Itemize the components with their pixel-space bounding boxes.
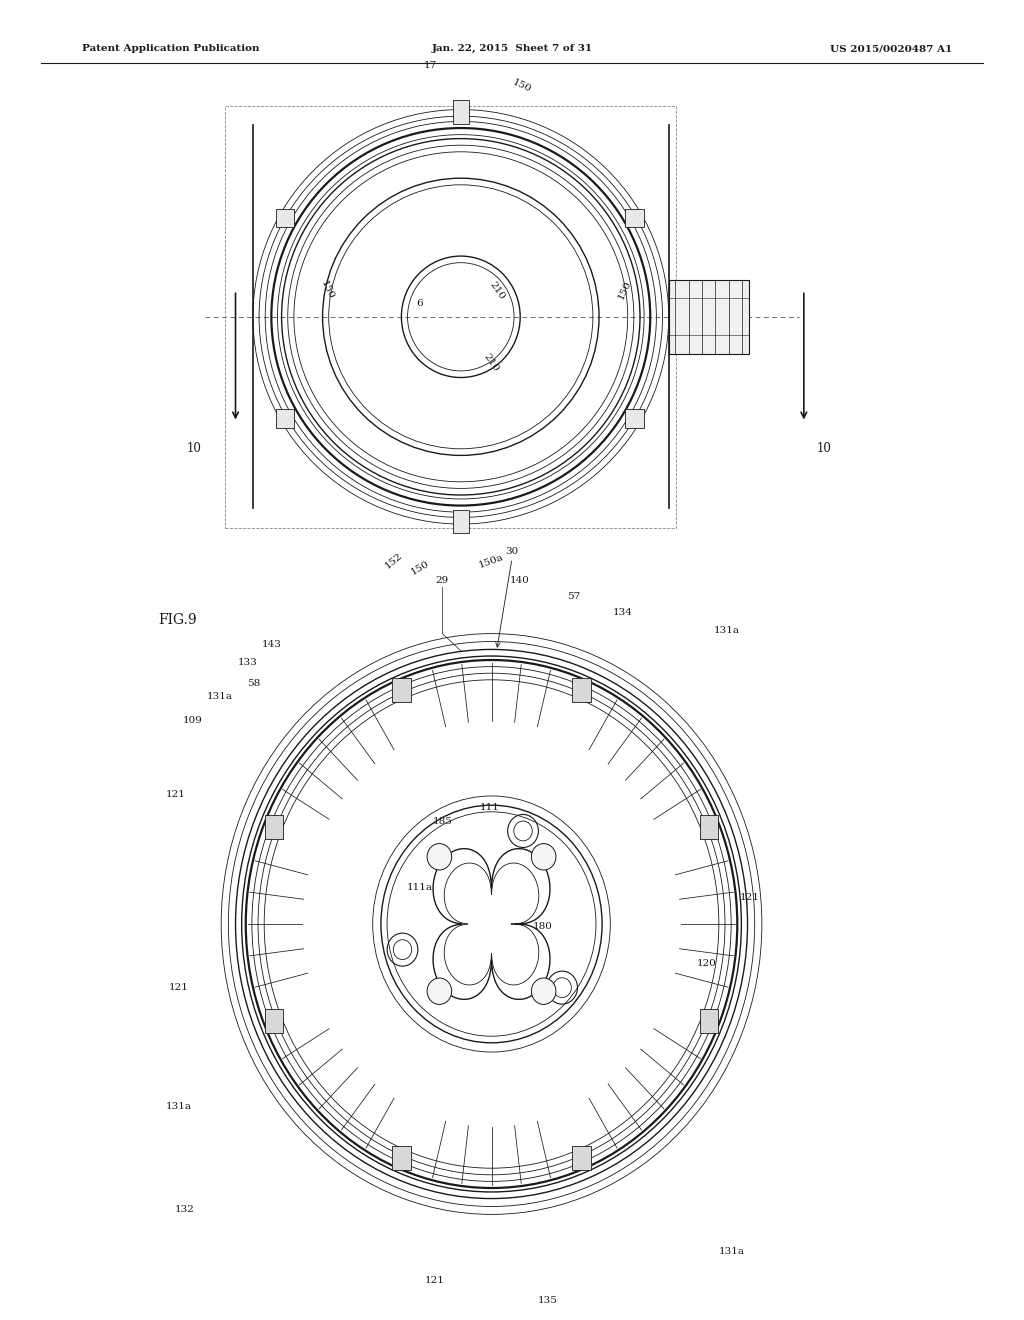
- Text: 135: 135: [538, 1296, 558, 1304]
- Text: 150: 150: [409, 558, 431, 577]
- FancyBboxPatch shape: [265, 816, 284, 840]
- Text: 134: 134: [612, 609, 633, 616]
- Text: 121: 121: [739, 894, 760, 902]
- Text: 140: 140: [510, 577, 530, 585]
- Ellipse shape: [531, 843, 556, 870]
- Text: 111a: 111a: [407, 883, 433, 891]
- Ellipse shape: [427, 978, 452, 1005]
- Text: 210: 210: [482, 352, 501, 374]
- Text: 121: 121: [425, 1276, 445, 1284]
- Text: 6: 6: [417, 300, 423, 308]
- FancyBboxPatch shape: [453, 510, 469, 533]
- Text: 150: 150: [511, 78, 534, 94]
- Text: 120: 120: [696, 960, 717, 968]
- FancyBboxPatch shape: [275, 409, 294, 428]
- Bar: [669, 280, 749, 354]
- Text: 131a: 131a: [207, 693, 233, 701]
- Text: 131a: 131a: [714, 627, 740, 635]
- FancyBboxPatch shape: [275, 209, 294, 227]
- Text: FIG.9: FIG.9: [159, 614, 198, 627]
- Ellipse shape: [427, 843, 452, 870]
- FancyBboxPatch shape: [392, 678, 411, 702]
- FancyBboxPatch shape: [699, 816, 718, 840]
- Text: 185: 185: [432, 817, 453, 825]
- Text: 143: 143: [261, 640, 282, 648]
- Text: 30: 30: [506, 548, 518, 556]
- Text: 58: 58: [248, 680, 260, 688]
- Text: 131a: 131a: [166, 1102, 193, 1110]
- Text: 150a: 150a: [478, 552, 505, 570]
- FancyBboxPatch shape: [699, 1008, 718, 1032]
- FancyBboxPatch shape: [626, 409, 644, 428]
- Text: 111: 111: [479, 804, 500, 812]
- FancyBboxPatch shape: [453, 100, 469, 124]
- Text: US 2015/0020487 A1: US 2015/0020487 A1: [830, 45, 952, 53]
- Text: Patent Application Publication: Patent Application Publication: [82, 45, 259, 53]
- FancyBboxPatch shape: [626, 209, 644, 227]
- FancyBboxPatch shape: [572, 678, 591, 702]
- Text: 150: 150: [319, 280, 336, 301]
- FancyBboxPatch shape: [392, 1146, 411, 1170]
- Text: 121: 121: [169, 983, 189, 991]
- FancyBboxPatch shape: [572, 1146, 591, 1170]
- Text: 210: 210: [487, 280, 506, 301]
- Text: 17: 17: [424, 62, 436, 70]
- Text: 29: 29: [436, 577, 449, 585]
- Text: 131a: 131a: [719, 1247, 745, 1255]
- Text: Jan. 22, 2015  Sheet 7 of 31: Jan. 22, 2015 Sheet 7 of 31: [431, 45, 593, 53]
- FancyBboxPatch shape: [265, 1008, 284, 1032]
- Text: 10: 10: [817, 442, 831, 455]
- Text: 121: 121: [166, 791, 186, 799]
- Text: 57: 57: [567, 593, 580, 601]
- Text: 152: 152: [384, 552, 404, 570]
- Text: 132: 132: [174, 1205, 195, 1213]
- Bar: [225, 106, 676, 528]
- Ellipse shape: [531, 978, 556, 1005]
- Text: 180: 180: [532, 923, 553, 931]
- Text: 150: 150: [616, 280, 633, 301]
- Text: 10: 10: [187, 442, 202, 455]
- Text: 133: 133: [238, 659, 258, 667]
- Text: 109: 109: [182, 717, 203, 725]
